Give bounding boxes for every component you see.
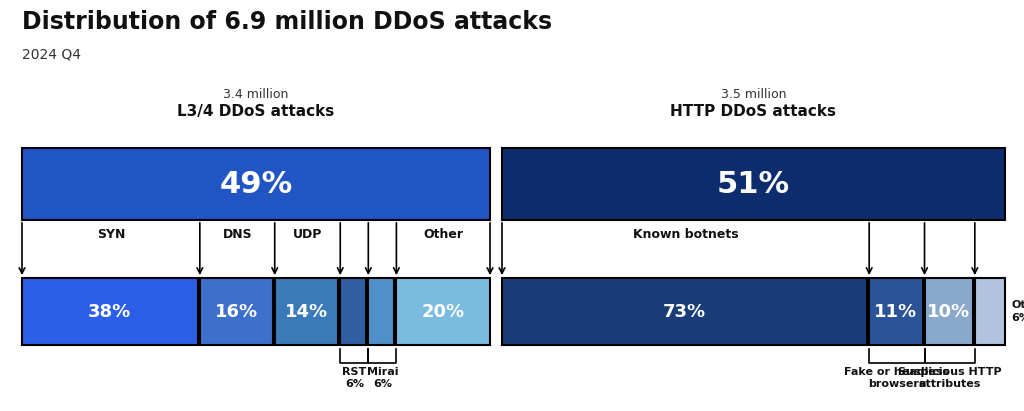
Text: 20%: 20% (422, 302, 465, 321)
Text: Suspicious HTTP
attributes: Suspicious HTTP attributes (898, 367, 1001, 389)
Bar (274, 278, 338, 345)
Text: 2024 Q4: 2024 Q4 (22, 48, 81, 62)
Text: RST
6%: RST 6% (342, 367, 367, 389)
Text: Fake or headless
browsers: Fake or headless browsers (845, 367, 949, 389)
Text: L3/4 DDoS attacks: L3/4 DDoS attacks (177, 104, 335, 119)
Text: 3.5 million: 3.5 million (721, 88, 786, 101)
Bar (925, 278, 973, 345)
Bar (340, 278, 367, 345)
Text: Distribution of 6.9 million DDoS attacks: Distribution of 6.9 million DDoS attacks (22, 10, 552, 34)
Bar (502, 278, 867, 345)
Text: 16%: 16% (215, 302, 258, 321)
Text: 51%: 51% (717, 169, 791, 199)
Bar (396, 278, 490, 345)
Text: 11%: 11% (874, 302, 918, 321)
Bar (22, 278, 198, 345)
Text: 38%: 38% (88, 302, 131, 321)
Text: 14%: 14% (285, 302, 328, 321)
Text: 73%: 73% (663, 302, 707, 321)
Text: SYN: SYN (96, 228, 125, 241)
Text: HTTP DDoS attacks: HTTP DDoS attacks (671, 104, 837, 119)
Bar (22, 148, 490, 220)
Text: 3.4 million: 3.4 million (223, 88, 289, 101)
Bar (975, 278, 1005, 345)
Text: Other: Other (423, 228, 463, 241)
Text: Mirai
6%: Mirai 6% (367, 367, 398, 389)
Text: 10%: 10% (927, 302, 970, 321)
Text: Known botnets: Known botnets (633, 228, 738, 241)
Bar (200, 278, 272, 345)
Text: 49%: 49% (219, 169, 293, 199)
Text: UDP: UDP (293, 228, 323, 241)
Bar (502, 148, 1005, 220)
Text: Other
6%: Other 6% (1011, 300, 1024, 323)
Text: DNS: DNS (222, 228, 252, 241)
Bar (369, 278, 394, 345)
Bar (869, 278, 923, 345)
